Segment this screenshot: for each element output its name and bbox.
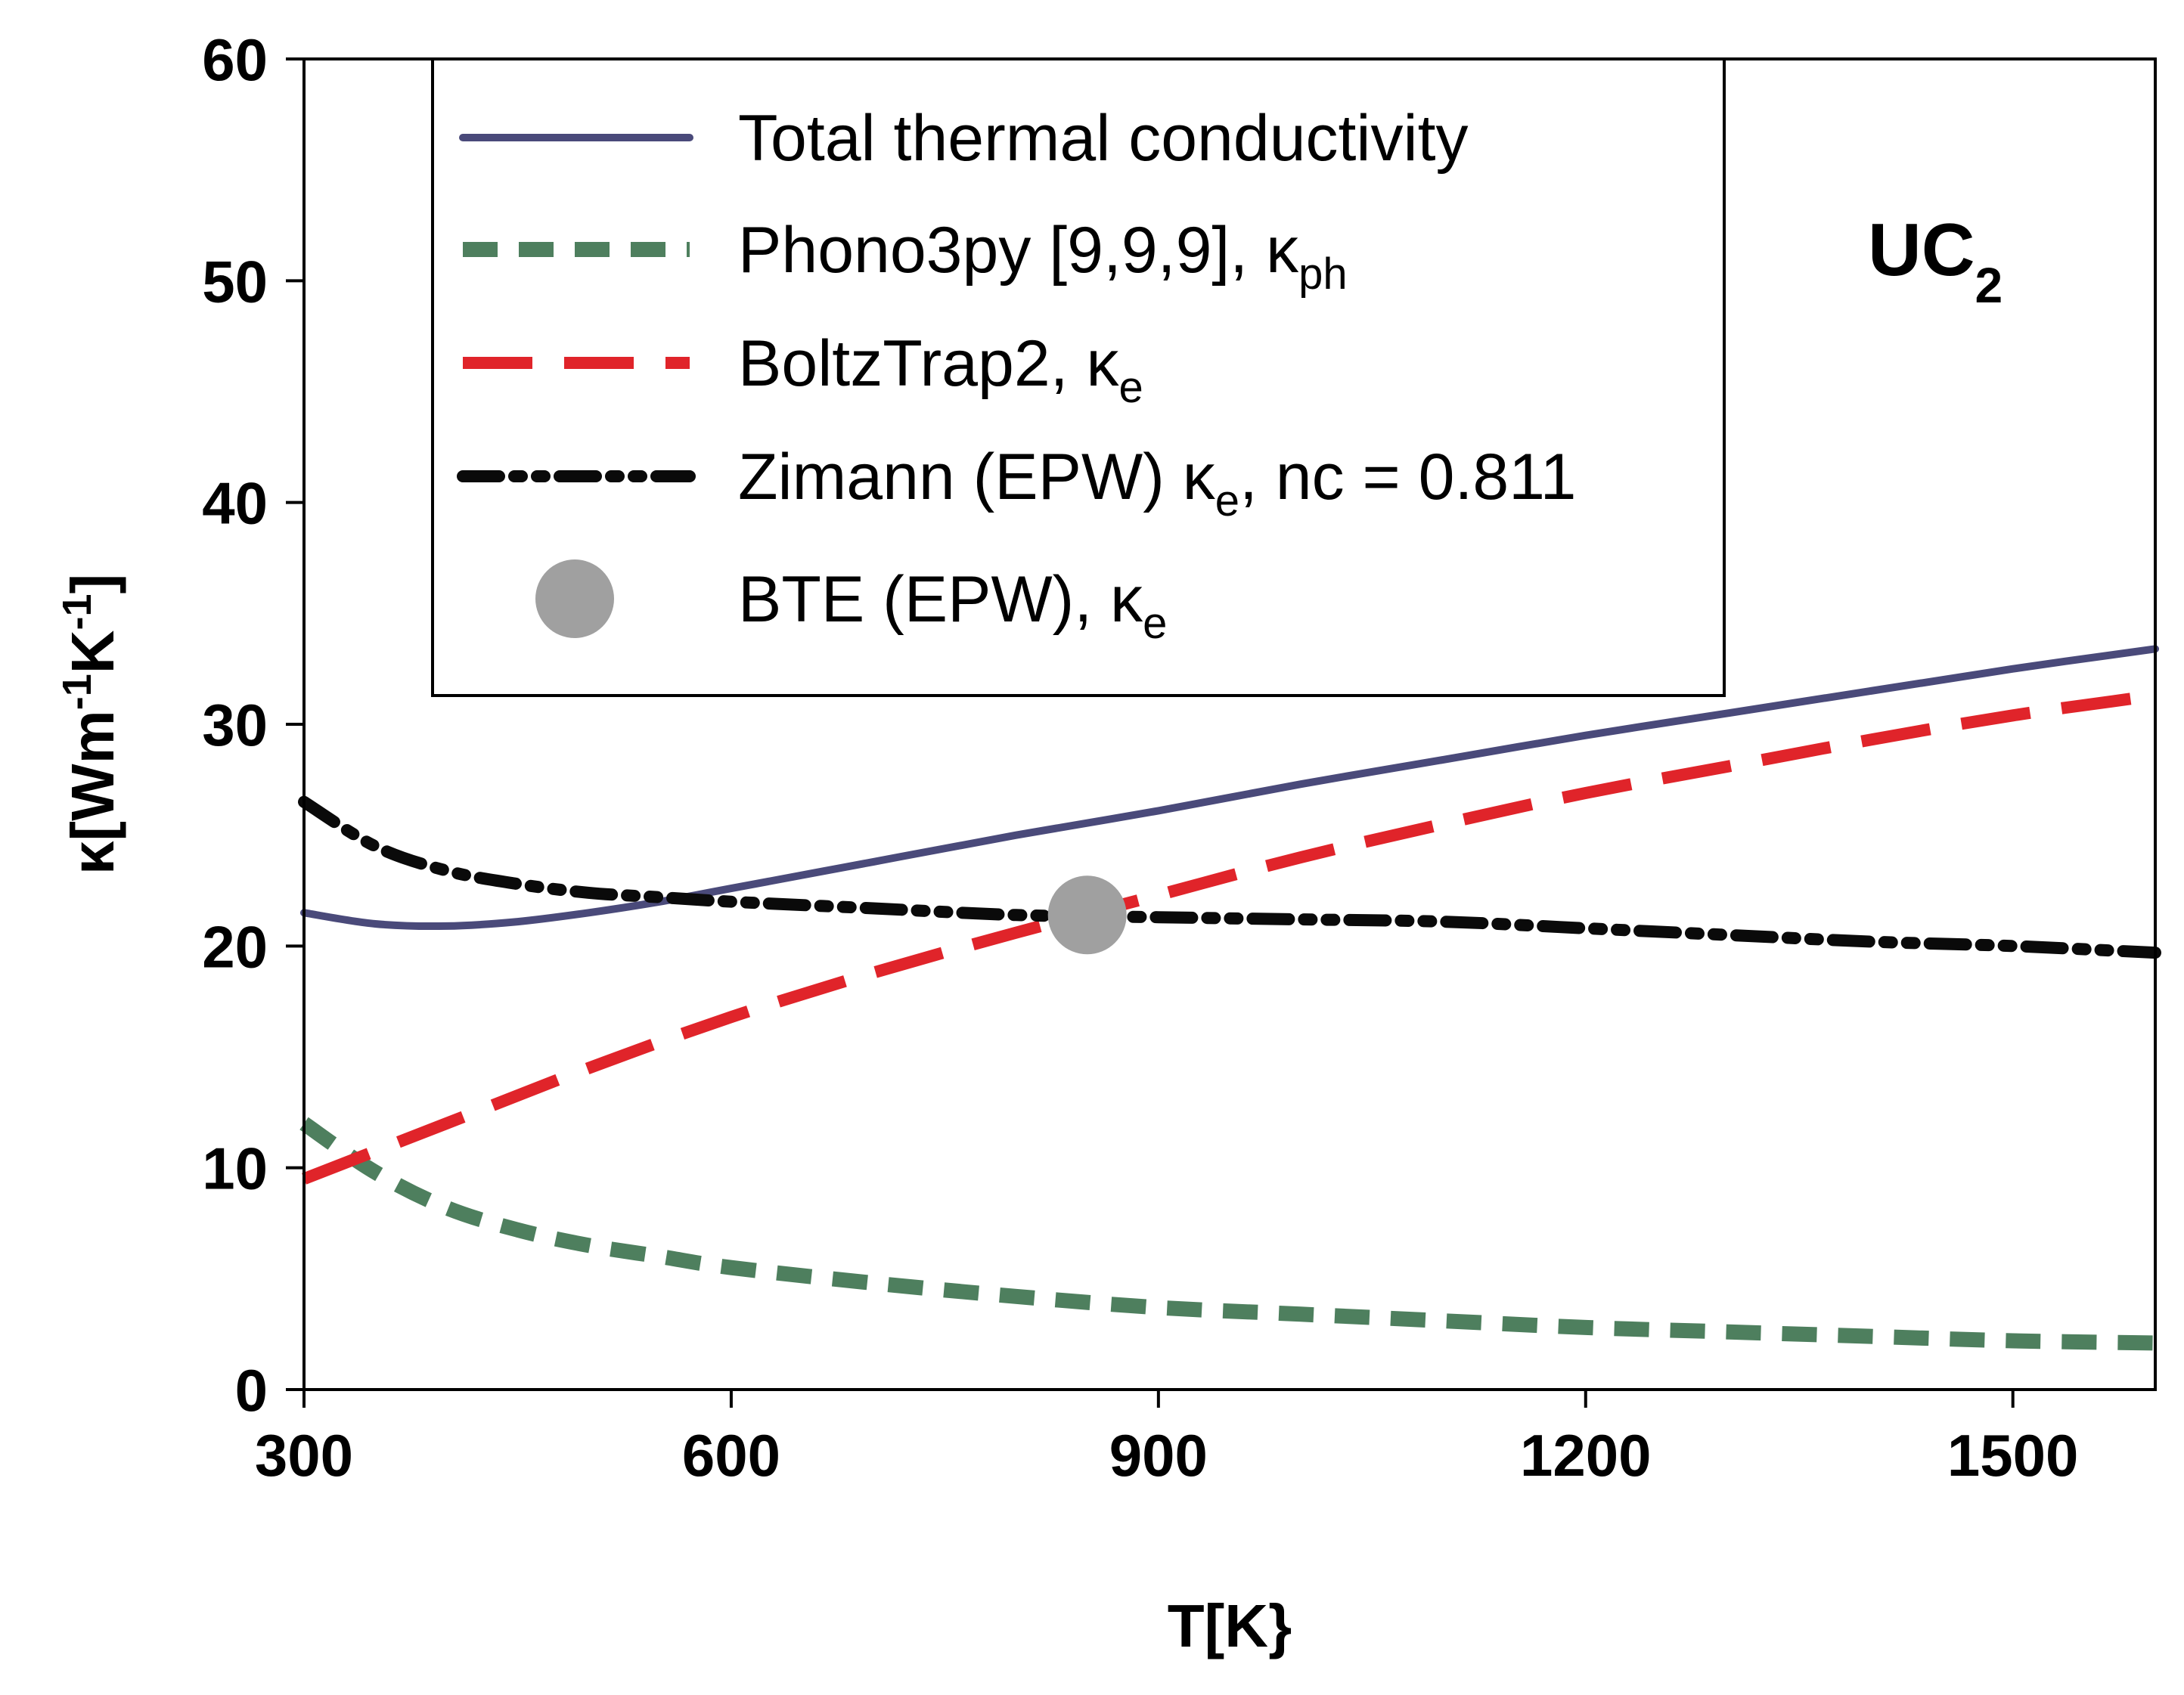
y-axis-label: κ[Wm-1K-1] bbox=[54, 574, 126, 875]
legend-label-phono3py-9-9-9-ph: Phono3py [9,9,9], κph bbox=[738, 214, 1348, 299]
x-tick-label: 1200 bbox=[1520, 1422, 1652, 1489]
y-tick-label: 10 bbox=[202, 1136, 268, 1202]
series-line-phono3py-9-9-9-ph bbox=[299, 1117, 2156, 1351]
material-label: UC2 bbox=[1868, 208, 2003, 313]
annotation: UC2 bbox=[1868, 208, 2003, 313]
legend-label-bte-epw-e: BTE (EPW), κe bbox=[738, 563, 1167, 648]
series-line-total-thermal-conductivity bbox=[300, 645, 2159, 931]
y-tick-label: 50 bbox=[202, 248, 268, 315]
legend-label-zimann-epw-e-nc-0-811: Zimann (EPW) κe, nc = 0.811 bbox=[738, 441, 1576, 525]
legend-label-total-thermal-conductivity: Total thermal conductivity bbox=[738, 102, 1469, 175]
legend-swatch-bte-epw-e bbox=[535, 559, 614, 638]
series-line-boltztrap2-e bbox=[302, 689, 2157, 1185]
data-point-bte-epw-e bbox=[1047, 875, 1127, 955]
legend-label-boltztrap2-e: BoltzTrap2, κe bbox=[738, 327, 1143, 412]
legend: Total thermal conductivity Phono3py [9,9,… bbox=[431, 57, 1726, 697]
y-tick-label: 60 bbox=[202, 26, 268, 93]
x-tick-label: 900 bbox=[1109, 1422, 1208, 1489]
y-tick-label: 20 bbox=[202, 913, 268, 980]
plot-lines bbox=[298, 645, 2161, 1351]
y-tick-label: 30 bbox=[202, 692, 268, 758]
x-tick-label: 600 bbox=[682, 1422, 780, 1489]
legend-box bbox=[431, 57, 1726, 697]
y-tick-label: 0 bbox=[235, 1357, 268, 1424]
x-tick-label: 1500 bbox=[1947, 1422, 2079, 1489]
x-tick-label: 300 bbox=[255, 1422, 353, 1489]
axes: 300 600 900 1200 1500 0 10 20 30 40 50 60 T[K} κ[Wm-1… bbox=[54, 26, 2157, 1659]
y-tick-label: 40 bbox=[202, 470, 268, 537]
x-axis-label: T[K} bbox=[1168, 1592, 1292, 1659]
